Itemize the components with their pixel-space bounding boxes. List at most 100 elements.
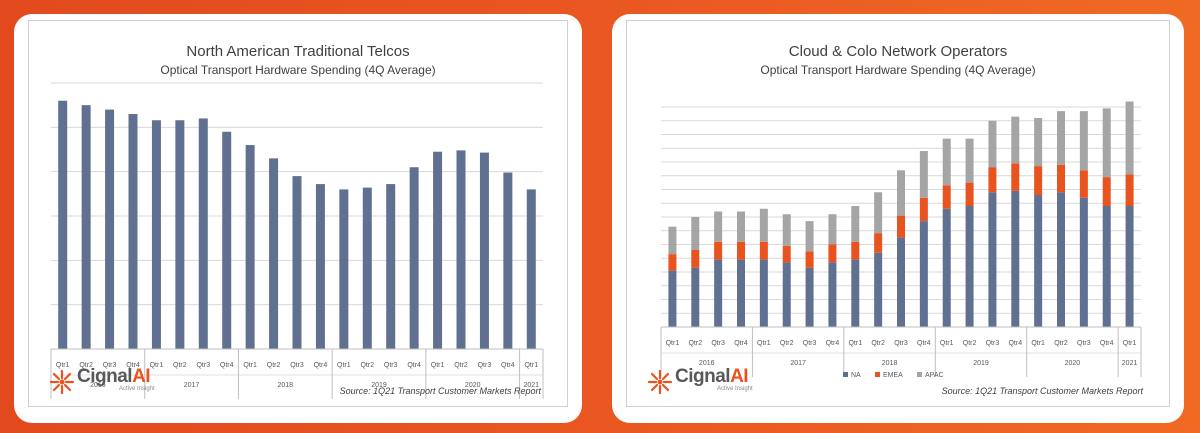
- legend-label: APAC: [925, 372, 944, 379]
- bar-apac-6: [805, 221, 814, 252]
- bar-emea-3: [737, 241, 745, 260]
- bar-7: [222, 131, 232, 349]
- logo-text: CignalAI: [77, 366, 151, 387]
- bar-emea-14: [988, 167, 997, 193]
- left-chart-subtitle: Optical Transport Hardware Spending (4Q …: [160, 63, 436, 77]
- x-tick-label: Qtr4: [917, 340, 931, 347]
- left-chart-title: North American Traditional Telcos: [186, 43, 410, 60]
- bar-na-9: [874, 252, 883, 327]
- bar-na-5: [782, 262, 791, 327]
- year-label: 2020: [465, 382, 481, 389]
- x-tick-label: Qtr3: [894, 340, 908, 347]
- year-label: 2019: [973, 360, 989, 367]
- x-tick-label: Qtr3: [196, 362, 210, 369]
- starburst-logo-icon: [49, 369, 75, 395]
- legend-label: EMEA: [883, 372, 903, 379]
- bar-14: [386, 184, 396, 349]
- bar-na-8: [851, 259, 860, 327]
- left-chart-frame: North American Traditional Telcos Optica…: [28, 20, 568, 407]
- bar-15: [409, 167, 419, 349]
- bar-11: [315, 184, 325, 349]
- bar-na-3: [737, 259, 745, 327]
- x-tick-label: Qtr4: [1100, 340, 1114, 347]
- year-label: 2016: [90, 382, 106, 389]
- bar-na-17: [1057, 192, 1065, 327]
- left-chart-card: North American Traditional Telcos Optica…: [14, 14, 582, 423]
- bar-2: [105, 109, 115, 349]
- starburst-logo-icon: [647, 369, 673, 395]
- x-tick-label: Qtr2: [173, 362, 187, 369]
- year-label: 2019: [371, 382, 387, 389]
- bar-emea-7: [828, 244, 837, 263]
- x-tick-label: Qtr1: [940, 340, 954, 347]
- x-tick-label: Qtr2: [780, 340, 794, 347]
- x-tick-label: Qtr3: [103, 362, 117, 369]
- bar-na-6: [805, 267, 814, 327]
- bar-emea-6: [805, 251, 814, 268]
- x-tick-label: Qtr1: [243, 362, 257, 369]
- logo-tagline: Active Insight: [119, 386, 155, 392]
- bar-apac-18: [1079, 111, 1088, 171]
- bar-6: [198, 118, 208, 349]
- bar-emea-5: [782, 245, 791, 263]
- x-tick-label: Qtr2: [79, 362, 93, 369]
- bar-na-1: [691, 267, 700, 327]
- x-tick-label: Qtr1: [1031, 340, 1045, 347]
- bar-apac-4: [759, 208, 768, 242]
- logo-tagline: Active Insight: [717, 386, 753, 392]
- bar-emea-12: [942, 185, 951, 209]
- left-source-note: Source: 1Q21 Transport Customer Markets …: [339, 386, 541, 396]
- right-chart-card: Cloud & Colo Network Operators Optical T…: [612, 14, 1184, 423]
- bar-apac-1: [691, 217, 700, 250]
- x-tick-label: Qtr1: [431, 362, 445, 369]
- x-tick-label: Qtr3: [711, 340, 725, 347]
- x-tick-label: Qtr2: [963, 340, 977, 347]
- left-chart-svg: Qtr1 Qtr2 Qtr3 Qtr4 Qtr1 Qtr2 Qtr3 Qtr4 Qtr1 Qtr2…: [50, 82, 544, 399]
- bar-emea-16: [1034, 166, 1043, 195]
- bar-4: [151, 120, 161, 350]
- x-tick-label: Qtr3: [384, 362, 398, 369]
- bar-18: [479, 152, 489, 349]
- cignal-logo: CignalAI Active Insight: [647, 366, 807, 396]
- bar-apac-2: [714, 211, 723, 242]
- right-chart-title: Cloud & Colo Network Operators: [788, 43, 1008, 60]
- right-chart-svg: Qtr1 Qtr2 Qtr3 Qtr4 Qtr1 Qtr2 Qtr3 Qtr4 Qtr1 Qtr2…: [660, 101, 1142, 379]
- bar-5: [175, 120, 185, 350]
- legend-swatch: [875, 372, 880, 377]
- bar-apac-17: [1057, 111, 1065, 165]
- bar-emea-19: [1102, 177, 1111, 206]
- bar-na-2: [714, 259, 723, 327]
- x-tick-label: Qtr4: [1008, 340, 1022, 347]
- bar-na-13: [965, 206, 974, 327]
- bar-emea-4: [759, 241, 768, 260]
- bar-apac-19: [1102, 108, 1111, 178]
- bar-9: [269, 158, 279, 349]
- bar-emea-15: [1011, 163, 1020, 191]
- bar-16: [433, 151, 443, 349]
- x-tick-label: Qtr4: [501, 362, 515, 369]
- x-tick-label: Qtr1: [56, 362, 70, 369]
- x-tick-label: Qtr2: [1054, 340, 1068, 347]
- x-tick-label: Qtr4: [220, 362, 234, 369]
- bar-apac-20: [1125, 101, 1134, 175]
- year-label: 2016: [699, 360, 715, 367]
- x-tick-label: Qtr1: [1123, 340, 1137, 347]
- bar-emea-11: [919, 197, 928, 222]
- bar-na-11: [919, 221, 928, 327]
- x-tick-label: Qtr3: [290, 362, 304, 369]
- bar-apac-10: [897, 170, 905, 216]
- bar-3: [128, 114, 138, 350]
- bar-apac-11: [919, 151, 928, 198]
- bar-8: [245, 145, 255, 349]
- x-tick-label: Qtr4: [826, 340, 840, 347]
- year-label: 2017: [184, 382, 200, 389]
- legend-item-emea: EMEA: [875, 372, 903, 379]
- bar-emea-2: [714, 241, 723, 260]
- right-chart-subtitle: Optical Transport Hardware Spending (4Q …: [760, 63, 1036, 77]
- x-tick-label: Qtr1: [848, 340, 862, 347]
- bar-emea-10: [897, 215, 905, 238]
- bar-20: [526, 189, 536, 349]
- legend-item-na: NA: [843, 372, 861, 379]
- bar-emea-9: [874, 233, 883, 253]
- bar-na-18: [1079, 197, 1088, 327]
